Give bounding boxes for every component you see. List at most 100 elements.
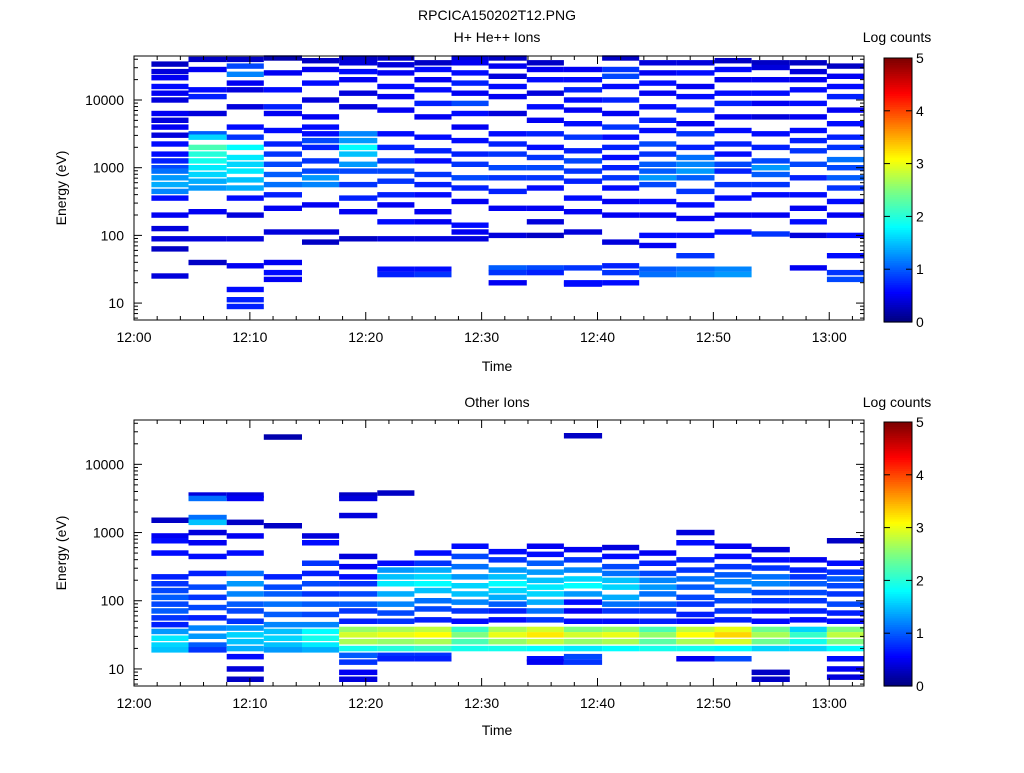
heatmap-cell [263, 574, 302, 580]
heatmap-cell [488, 548, 527, 555]
panel-top: 12:00 12:10 12:20 12:30 12:40 12:50 13:0010100… [53, 29, 931, 374]
heatmap-cell [639, 601, 677, 607]
colorbar-step [884, 461, 912, 465]
y-tick-label: 1000 [93, 160, 124, 176]
heatmap-cell [414, 236, 452, 242]
heatmap-cell [263, 611, 302, 618]
heatmap-cell [751, 114, 790, 120]
heatmap-cell [751, 212, 790, 218]
x-tick-label: 13:00 [812, 329, 847, 345]
colorbar-step [884, 238, 912, 242]
colorbar-step [884, 463, 912, 467]
colorbar-step [884, 196, 912, 200]
heatmap-cell [639, 117, 677, 123]
heatmap-cell [714, 632, 752, 638]
heatmap-cell [602, 134, 640, 140]
heatmap-cell [302, 144, 340, 151]
heatmap-cell [339, 144, 378, 151]
heatmap-cell [526, 584, 564, 590]
heatmap-cell [526, 175, 564, 181]
colorbar-step [884, 139, 912, 143]
heatmap-cell [639, 141, 677, 147]
heatmap-cell [451, 236, 489, 242]
heatmap-cell [526, 66, 564, 73]
heatmap-cell [414, 87, 452, 93]
heatmap-cell [751, 60, 790, 66]
y-tick-label: 10 [108, 661, 124, 677]
x-tick-label: 12:30 [464, 695, 499, 711]
y-tick-label: 10000 [85, 92, 124, 108]
colorbar-step [884, 591, 912, 595]
colorbar-step [884, 264, 912, 268]
heatmap-cell [826, 185, 864, 191]
heatmap-cell [188, 87, 227, 93]
heatmap-cell [263, 141, 302, 147]
heatmap-cell [563, 107, 603, 113]
heatmap-cell [226, 495, 264, 502]
colorbar-step [884, 554, 912, 557]
heatmap-cell [188, 615, 227, 621]
heatmap-cell [339, 168, 378, 174]
heatmap-cell [526, 104, 564, 110]
heatmap-cell [751, 581, 790, 587]
heatmap-cell [151, 273, 189, 279]
heatmap-cell [602, 83, 640, 90]
colorbar-step [884, 302, 912, 305]
heatmap-cell [339, 512, 378, 519]
colorbar-step [884, 538, 912, 542]
heatmap-cell [488, 165, 527, 171]
heatmap-cell [226, 666, 264, 672]
x-tick-label: 12:40 [580, 695, 615, 711]
heatmap-cell [714, 77, 752, 83]
colorbar-step [884, 620, 912, 623]
colorbar-step [884, 448, 912, 452]
colorbar-step [884, 176, 912, 180]
heatmap-cell [563, 168, 603, 174]
colorbar-step [884, 507, 912, 511]
heatmap-cell [602, 198, 640, 205]
heatmap-cell [639, 232, 677, 239]
y-axis-label-bottom: Energy (eV) [53, 516, 69, 591]
colorbar-step [884, 503, 912, 507]
heatmap-cell [339, 608, 378, 614]
colorbar-step [884, 523, 912, 526]
heatmap-cell [451, 100, 489, 107]
heatmap-cell [151, 236, 189, 242]
heatmap-cell [263, 70, 302, 76]
heatmap-cell [302, 642, 340, 648]
heatmap-cell [339, 492, 378, 498]
heatmap-cell [451, 60, 489, 66]
heatmap-cell [676, 567, 715, 573]
heatmap-cell [302, 628, 340, 635]
heatmap-cell [602, 97, 640, 103]
heatmap-cell [526, 626, 564, 633]
heatmap-cell [676, 529, 715, 536]
heatmap-cell [339, 161, 378, 167]
heatmap-cell [263, 591, 302, 597]
heatmap-cell [414, 581, 452, 587]
colorbar-step [884, 606, 912, 610]
heatmap-cell [826, 656, 864, 662]
heatmap-cell [302, 581, 340, 587]
heatmap-cell [789, 638, 827, 645]
heatmap-cell [339, 181, 378, 188]
heatmap-cell [526, 577, 564, 584]
heatmap-cell [602, 626, 640, 633]
colorbar-step [884, 573, 912, 577]
colorbar-step [884, 562, 912, 566]
heatmap-cell [488, 151, 527, 157]
heatmap-cell [263, 192, 302, 198]
heatmap-cell [302, 124, 340, 130]
heatmap-cell [488, 83, 527, 90]
heatmap-cell [151, 538, 189, 544]
heatmap-cell [826, 121, 864, 127]
heatmap-cell [188, 151, 227, 157]
heatmap-cell [488, 626, 527, 633]
colorbar-step [884, 64, 912, 68]
heatmap-cell [526, 144, 564, 151]
heatmap-cell [377, 645, 415, 652]
heatmap-cell [451, 632, 489, 638]
heatmap-cell [676, 202, 715, 208]
colorbar-step [884, 187, 912, 191]
colorbar-step [884, 683, 912, 687]
